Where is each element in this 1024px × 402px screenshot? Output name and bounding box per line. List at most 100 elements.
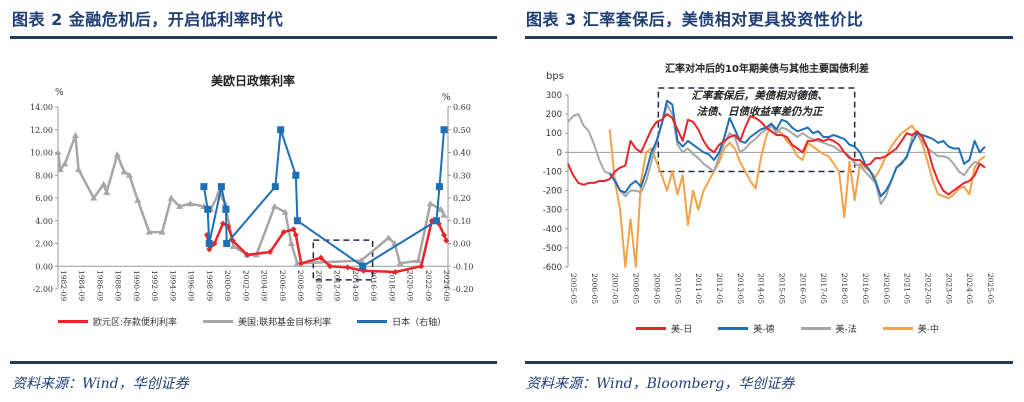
x-tick-label: 2014-05 xyxy=(757,273,766,304)
right-source-note: 资料来源：Wind，Bloomberg，华创证券 xyxy=(526,376,795,392)
data-point-diamond xyxy=(317,254,324,261)
y-tick-label-right: 0.10 xyxy=(453,217,471,226)
data-point-square xyxy=(271,183,279,191)
data-point-square xyxy=(205,240,213,247)
y-tick-label-right: 0.30 xyxy=(453,171,471,180)
data-point-diamond xyxy=(298,260,305,267)
spread-annotation: 汇率套保后，美债相对德债、 法债、日债收益率差仍为正 xyxy=(672,88,847,120)
annotation-line-1: 汇率套保后，美债相对德债、 xyxy=(691,90,828,102)
y-tick-label: 0 xyxy=(557,148,562,158)
x-tick-label: 2012-05 xyxy=(715,273,724,304)
data-point-triangle xyxy=(167,194,175,201)
x-tick-label: 2022-09 xyxy=(424,270,433,301)
x-tick-label: 2000-09 xyxy=(223,270,232,301)
series-line-美-中 xyxy=(608,122,986,268)
data-point-diamond xyxy=(211,240,218,247)
legend-label: 美国:联邦基金目标利率 xyxy=(238,318,332,328)
legend-label: 美-中 xyxy=(917,325,939,335)
chart-title: 美欧日政策利率 xyxy=(211,73,295,88)
x-tick-label: 2019-05 xyxy=(861,273,870,304)
y-tick-label: -500 xyxy=(543,244,562,254)
left-source-rule xyxy=(10,361,497,364)
data-point-triangle xyxy=(271,203,279,210)
y-tick-label-right: 0.40 xyxy=(453,149,471,158)
data-point-triangle xyxy=(90,194,98,201)
y-axis-unit-left: % xyxy=(55,88,64,98)
legend-swatch-blue xyxy=(718,327,749,330)
data-point-diamond xyxy=(441,231,448,238)
y-tick-label-right: -0.20 xyxy=(453,285,474,294)
x-tick-label: 2021-05 xyxy=(903,273,912,304)
y-tick-label-left: 14.00 xyxy=(30,103,53,112)
y-tick-label-left: 6.00 xyxy=(35,194,53,203)
x-tick-label: 2008-05 xyxy=(632,273,641,304)
legend-swatch-gray xyxy=(203,320,234,323)
data-point-diamond xyxy=(418,263,425,270)
data-point-square xyxy=(440,126,448,134)
legend-swatch-blue xyxy=(357,320,388,323)
x-tick-label: 2004-09 xyxy=(260,270,269,301)
data-point-triangle xyxy=(75,166,83,173)
series-line-square xyxy=(202,129,446,268)
x-tick-label: 2018-09 xyxy=(387,270,396,301)
data-point-diamond xyxy=(290,226,297,233)
x-tick-label: 2008-09 xyxy=(296,270,305,301)
data-point-square xyxy=(292,171,300,179)
data-point-triangle xyxy=(145,228,153,235)
x-tick-label: 2020-05 xyxy=(882,273,891,304)
x-tick-label: 2022-05 xyxy=(923,273,932,304)
data-point-triangle xyxy=(287,240,295,246)
y-tick-label-left: 12.00 xyxy=(30,126,53,135)
y-tick-label: -600 xyxy=(543,263,562,273)
x-tick-label: 2006-09 xyxy=(278,270,287,301)
y-tick-label-left: 2.00 xyxy=(35,240,53,249)
left-source-note: 资料来源：Wind，华创证券 xyxy=(12,376,189,392)
data-point-triangle xyxy=(158,228,166,235)
y-axis-unit: bps xyxy=(546,71,564,82)
data-point-triangle xyxy=(120,168,128,175)
data-point-triangle xyxy=(103,188,111,195)
data-point-diamond xyxy=(327,263,334,270)
data-point-triangle xyxy=(230,242,238,249)
legend-item-us-de: 美-德 xyxy=(718,322,775,335)
x-tick-label: 1986-09 xyxy=(95,270,104,301)
x-tick-label: 2011-05 xyxy=(694,273,703,304)
data-point-diamond xyxy=(280,229,287,236)
data-point-diamond xyxy=(443,237,450,244)
data-point-diamond xyxy=(206,246,213,253)
x-tick-label: 2010-09 xyxy=(314,270,323,301)
data-point-triangle xyxy=(125,171,133,178)
legend-label: 美-德 xyxy=(753,325,775,335)
data-point-triangle xyxy=(56,166,64,173)
y-tick-label-left: 4.00 xyxy=(35,217,53,226)
x-tick-label: 2002-09 xyxy=(241,270,250,301)
y-tick-label: -200 xyxy=(543,187,562,197)
x-tick-label: 2020-09 xyxy=(406,270,415,301)
x-tick-label: 2005-05 xyxy=(569,273,578,304)
legend-swatch-gray xyxy=(800,327,831,330)
x-tick-label: 2013-05 xyxy=(736,273,745,304)
data-point-triangle xyxy=(186,200,194,207)
data-point-diamond xyxy=(292,231,299,238)
annotation-line-2: 法债、日债收益率差仍为正 xyxy=(696,106,823,118)
y-tick-label-left: 10.00 xyxy=(30,149,53,158)
y-tick-label-right: 0.50 xyxy=(453,126,471,135)
data-point-triangle xyxy=(426,200,434,207)
data-point-triangle xyxy=(414,257,422,264)
legend-swatch-red xyxy=(636,327,666,330)
x-tick-label: 2023-05 xyxy=(944,273,953,304)
y-tick-label: 300 xyxy=(546,91,562,101)
policy-rate-legend: 欧元区:存款便利利率 美国:联邦基金目标利率 日本（右轴） xyxy=(58,315,472,328)
data-point-triangle xyxy=(437,205,445,212)
data-point-triangle xyxy=(113,151,121,158)
x-tick-label: 2010-05 xyxy=(673,273,682,304)
data-point-square xyxy=(293,217,301,225)
y-tick-label: -300 xyxy=(543,206,562,216)
x-tick-label: 1996-09 xyxy=(187,270,196,301)
legend-swatch-red xyxy=(58,320,88,323)
data-point-diamond xyxy=(392,268,399,275)
data-point-square xyxy=(204,205,212,213)
legend-label: 美-日 xyxy=(671,325,693,335)
data-point-triangle xyxy=(396,259,404,266)
